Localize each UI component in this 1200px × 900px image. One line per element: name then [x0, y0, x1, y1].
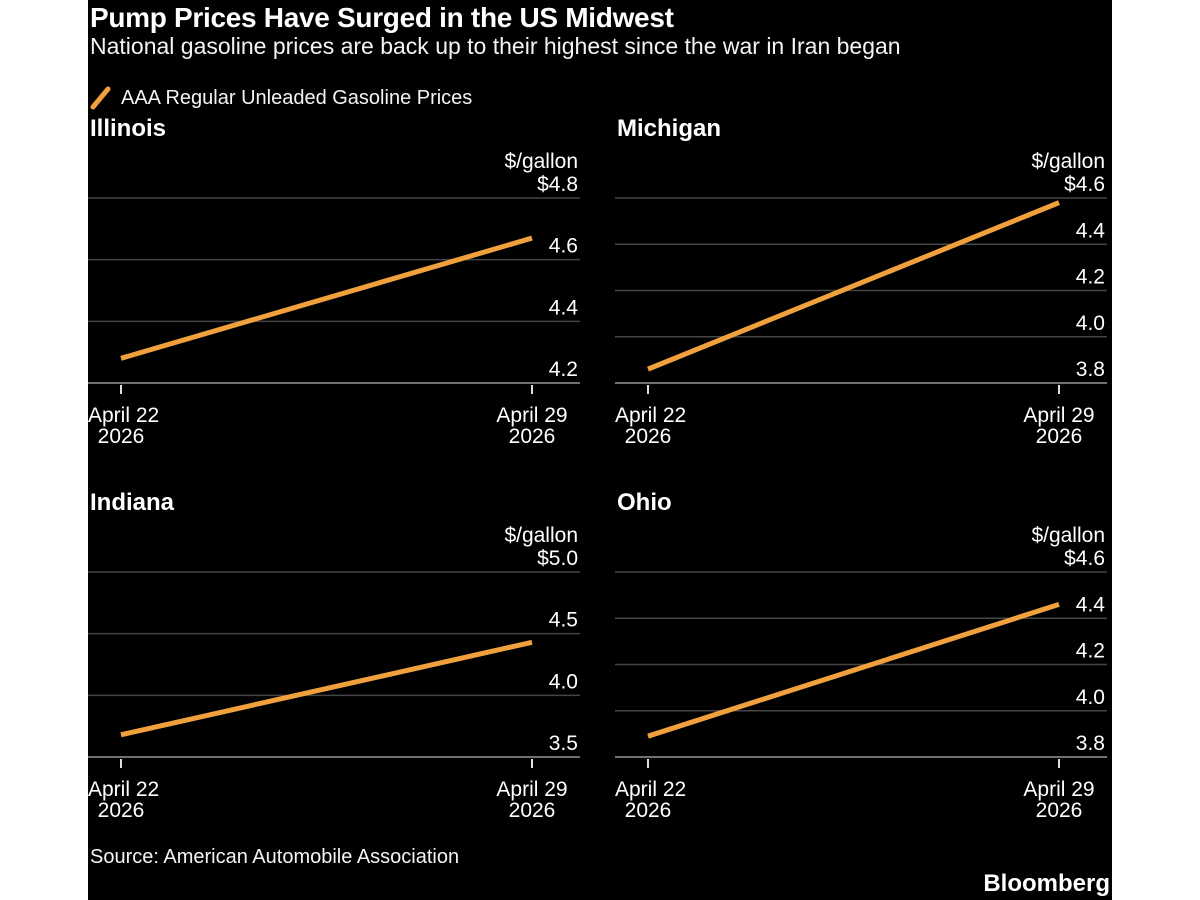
x-tick-label: April 22: [88, 778, 159, 801]
x-tick-label-year: 2026: [625, 425, 672, 448]
y-tick-label: 3.8: [1076, 732, 1105, 755]
source-note: Source: American Automobile Association: [90, 846, 460, 868]
y-tick-label: 4.0: [1076, 312, 1105, 335]
price-line: [120, 639, 533, 738]
unit-label: $/gallon: [1031, 524, 1105, 547]
x-tick-label: April 22: [615, 778, 686, 801]
x-tick-label: April 29: [1023, 778, 1094, 801]
x-tick-label-year: 2026: [1036, 425, 1083, 448]
y-tick-label: 4.2: [1076, 640, 1105, 663]
unit-label: $/gallon: [1031, 150, 1105, 173]
y-tick-label: $4.6: [1064, 173, 1105, 196]
price-line: [120, 235, 533, 361]
y-tick-label: 4.6: [549, 235, 578, 258]
chart-title-indiana: Indiana: [90, 489, 175, 516]
legend-label: AAA Regular Unleaded Gasoline Prices: [121, 86, 473, 109]
legend-line-icon: [90, 86, 111, 110]
y-tick-label: 4.4: [549, 296, 579, 319]
x-tick-label: April 29: [496, 778, 567, 801]
chart-panel: Pump Prices Have Surged in the US Midwes…: [88, 0, 1112, 900]
y-tick-label: $4.6: [1064, 547, 1105, 570]
chart-title-illinois: Illinois: [90, 115, 167, 142]
page-title: Pump Prices Have Surged in the US Midwes…: [90, 2, 674, 33]
y-tick-label: 4.0: [1076, 686, 1105, 709]
y-tick-label: $5.0: [537, 547, 578, 570]
x-tick-label: April 22: [615, 404, 686, 427]
chart-title-michigan: Michigan: [617, 115, 722, 142]
y-tick-label: 4.4: [1076, 593, 1106, 616]
x-tick-label-year: 2026: [509, 425, 556, 448]
y-tick-label: 4.0: [549, 670, 578, 693]
y-tick-label: 4.2: [549, 358, 578, 381]
unit-label: $/gallon: [504, 524, 578, 547]
y-tick-label: 4.2: [1076, 266, 1105, 289]
x-tick-label-year: 2026: [98, 425, 145, 448]
y-tick-label: $4.8: [537, 173, 578, 196]
x-tick-label: April 29: [496, 404, 567, 427]
x-tick-label-year: 2026: [98, 799, 145, 822]
legend: AAA Regular Unleaded Gasoline Prices: [90, 84, 472, 112]
bloomberg-logo: Bloomberg: [983, 870, 1110, 897]
y-tick-label: 4.4: [1076, 219, 1106, 242]
unit-label: $/gallon: [504, 150, 578, 173]
x-tick-label-year: 2026: [1036, 799, 1083, 822]
x-tick-label-year: 2026: [509, 799, 556, 822]
page-subtitle: National gasoline prices are back up to …: [90, 33, 901, 59]
y-tick-label: 4.5: [549, 609, 578, 632]
y-tick-label: 3.8: [1076, 358, 1105, 381]
price-line: [647, 601, 1060, 739]
legend-line-swatch: [90, 86, 111, 110]
x-tick-label: April 29: [1023, 404, 1094, 427]
x-tick-label: April 22: [88, 404, 159, 427]
y-tick-label: 3.5: [549, 732, 578, 755]
chart-indiana: Indiana $/gallon 3.5 4.0 4.5 $5.0 April 22 202…: [88, 488, 580, 822]
chart-michigan: Michigan $/gallon 3.8 4.0 4.2 4.4 $4.6 April 2…: [615, 114, 1107, 448]
x-tick-label-year: 2026: [625, 799, 672, 822]
chart-ohio: Ohio $/gallon 3.8 4.0 4.2 4.4 $4.6 April 22 202…: [615, 488, 1107, 822]
chart-illinois: Illinois $/gallon 4.2 4.4 4.6 $4.8 April 22 20…: [88, 114, 580, 448]
price-line: [647, 200, 1060, 372]
chart-title-ohio: Ohio: [617, 489, 672, 516]
